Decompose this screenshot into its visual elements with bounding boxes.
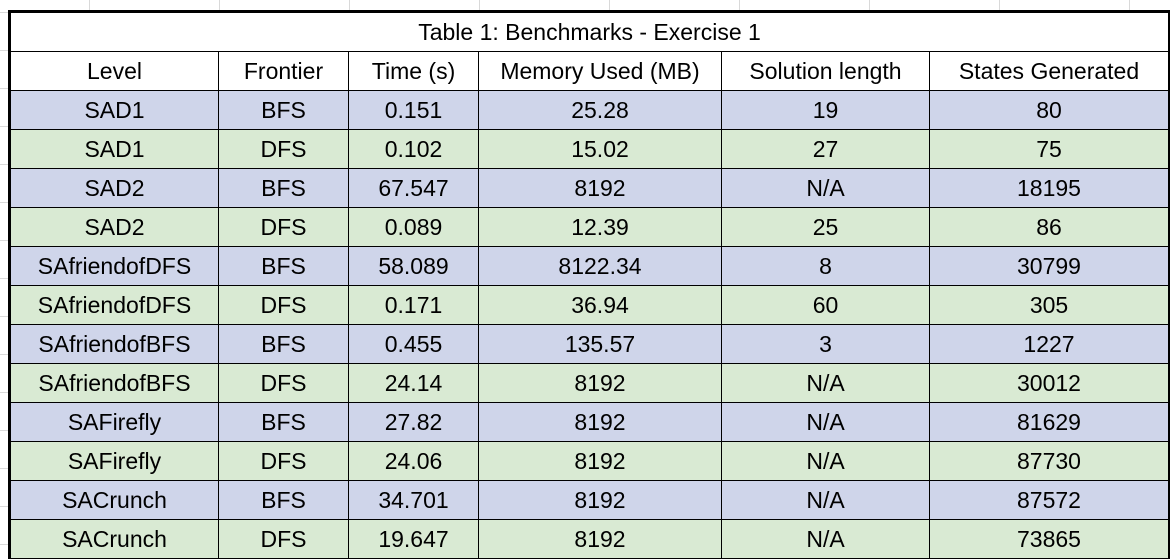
level-cell[interactable]: SAD1	[10, 129, 219, 169]
memory-cell[interactable]: 8192	[478, 480, 722, 520]
states-generated-cell[interactable]: 30799	[929, 246, 1169, 286]
solution-length-cell[interactable]: N/A	[721, 480, 930, 520]
level-cell[interactable]: SAfriendofBFS	[10, 324, 219, 364]
states-generated-cell[interactable]: 80	[929, 90, 1169, 130]
memory-cell[interactable]: 8192	[478, 168, 722, 208]
column-header-frontier[interactable]: Frontier	[218, 51, 349, 91]
column-header-time[interactable]: Time (s)	[348, 51, 479, 91]
time-cell[interactable]: 0.455	[348, 324, 479, 364]
memory-cell[interactable]: 8192	[478, 519, 722, 559]
frontier-cell[interactable]: BFS	[218, 480, 349, 520]
time-cell[interactable]: 0.089	[348, 207, 479, 247]
table-row: SACrunch DFS 19.647 8192 N/A 73865	[10, 519, 1169, 559]
states-generated-cell[interactable]: 18195	[929, 168, 1169, 208]
states-generated-cell[interactable]: 86	[929, 207, 1169, 247]
solution-length-cell[interactable]: 60	[721, 285, 930, 325]
time-cell[interactable]: 24.06	[348, 441, 479, 481]
solution-length-cell[interactable]: 25	[721, 207, 930, 247]
table-row: SACrunch BFS 34.701 8192 N/A 87572	[10, 480, 1169, 520]
time-cell[interactable]: 27.82	[348, 402, 479, 442]
table-row: SAfriendofDFS BFS 58.089 8122.34 8 30799	[10, 246, 1169, 286]
frontier-cell[interactable]: DFS	[218, 441, 349, 481]
time-cell[interactable]: 34.701	[348, 480, 479, 520]
memory-cell[interactable]: 25.28	[478, 90, 722, 130]
time-cell[interactable]: 0.102	[348, 129, 479, 169]
table-row: SAfriendofBFS DFS 24.14 8192 N/A 30012	[10, 363, 1169, 403]
frontier-cell[interactable]: DFS	[218, 129, 349, 169]
solution-length-cell[interactable]: N/A	[721, 441, 930, 481]
time-cell[interactable]: 0.151	[348, 90, 479, 130]
column-header-level[interactable]: Level	[10, 51, 219, 91]
states-generated-cell[interactable]: 73865	[929, 519, 1169, 559]
level-cell[interactable]: SAfriendofDFS	[10, 246, 219, 286]
memory-cell[interactable]: 135.57	[478, 324, 722, 364]
level-cell[interactable]: SACrunch	[10, 480, 219, 520]
level-cell[interactable]: SAFirefly	[10, 402, 219, 442]
frontier-cell[interactable]: BFS	[218, 246, 349, 286]
states-generated-cell[interactable]: 305	[929, 285, 1169, 325]
time-cell[interactable]: 58.089	[348, 246, 479, 286]
frontier-cell[interactable]: DFS	[218, 363, 349, 403]
memory-cell[interactable]: 36.94	[478, 285, 722, 325]
time-cell[interactable]: 24.14	[348, 363, 479, 403]
time-cell[interactable]: 67.547	[348, 168, 479, 208]
table-title[interactable]: Table 1: Benchmarks - Exercise 1	[10, 12, 1169, 52]
memory-cell[interactable]: 15.02	[478, 129, 722, 169]
states-generated-cell[interactable]: 81629	[929, 402, 1169, 442]
benchmark-table: Table 1: Benchmarks - Exercise 1 Level F…	[8, 10, 1170, 559]
solution-length-cell[interactable]: N/A	[721, 402, 930, 442]
frontier-cell[interactable]: BFS	[218, 168, 349, 208]
level-cell[interactable]: SAD1	[10, 90, 219, 130]
table-row: SAD2 DFS 0.089 12.39 25 86	[10, 207, 1169, 247]
table-row: SAfriendofDFS DFS 0.171 36.94 60 305	[10, 285, 1169, 325]
column-header-memory[interactable]: Memory Used (MB)	[478, 51, 722, 91]
solution-length-cell[interactable]: 3	[721, 324, 930, 364]
frontier-cell[interactable]: DFS	[218, 519, 349, 559]
solution-length-cell[interactable]: N/A	[721, 168, 930, 208]
states-generated-cell[interactable]: 30012	[929, 363, 1169, 403]
frontier-cell[interactable]: BFS	[218, 402, 349, 442]
table-row: SAD1 BFS 0.151 25.28 19 80	[10, 90, 1169, 130]
time-cell[interactable]: 19.647	[348, 519, 479, 559]
frontier-cell[interactable]: BFS	[218, 324, 349, 364]
solution-length-cell[interactable]: 27	[721, 129, 930, 169]
states-generated-cell[interactable]: 87730	[929, 441, 1169, 481]
states-generated-cell[interactable]: 1227	[929, 324, 1169, 364]
table-row: SAD2 BFS 67.547 8192 N/A 18195	[10, 168, 1169, 208]
solution-length-cell[interactable]: 8	[721, 246, 930, 286]
memory-cell[interactable]: 8192	[478, 441, 722, 481]
memory-cell[interactable]: 8192	[478, 402, 722, 442]
solution-length-cell[interactable]: 19	[721, 90, 930, 130]
frontier-cell[interactable]: BFS	[218, 90, 349, 130]
table-row: SAFirefly BFS 27.82 8192 N/A 81629	[10, 402, 1169, 442]
header-row: Level Frontier Time (s) Memory Used (MB)…	[10, 51, 1169, 91]
table-row: SAfriendofBFS BFS 0.455 135.57 3 1227	[10, 324, 1169, 364]
solution-length-cell[interactable]: N/A	[721, 519, 930, 559]
level-cell[interactable]: SACrunch	[10, 519, 219, 559]
level-cell[interactable]: SAfriendofBFS	[10, 363, 219, 403]
memory-cell[interactable]: 12.39	[478, 207, 722, 247]
table-row: SAD1 DFS 0.102 15.02 27 75	[10, 129, 1169, 169]
level-cell[interactable]: SAfriendofDFS	[10, 285, 219, 325]
frontier-cell[interactable]: DFS	[218, 207, 349, 247]
level-cell[interactable]: SAD2	[10, 168, 219, 208]
frontier-cell[interactable]: DFS	[218, 285, 349, 325]
column-header-states-generated[interactable]: States Generated	[929, 51, 1169, 91]
level-cell[interactable]: SAFirefly	[10, 441, 219, 481]
column-header-solution-length[interactable]: Solution length	[721, 51, 930, 91]
states-generated-cell[interactable]: 87572	[929, 480, 1169, 520]
solution-length-cell[interactable]: N/A	[721, 363, 930, 403]
memory-cell[interactable]: 8192	[478, 363, 722, 403]
memory-cell[interactable]: 8122.34	[478, 246, 722, 286]
states-generated-cell[interactable]: 75	[929, 129, 1169, 169]
table-row: SAFirefly DFS 24.06 8192 N/A 87730	[10, 441, 1169, 481]
level-cell[interactable]: SAD2	[10, 207, 219, 247]
time-cell[interactable]: 0.171	[348, 285, 479, 325]
